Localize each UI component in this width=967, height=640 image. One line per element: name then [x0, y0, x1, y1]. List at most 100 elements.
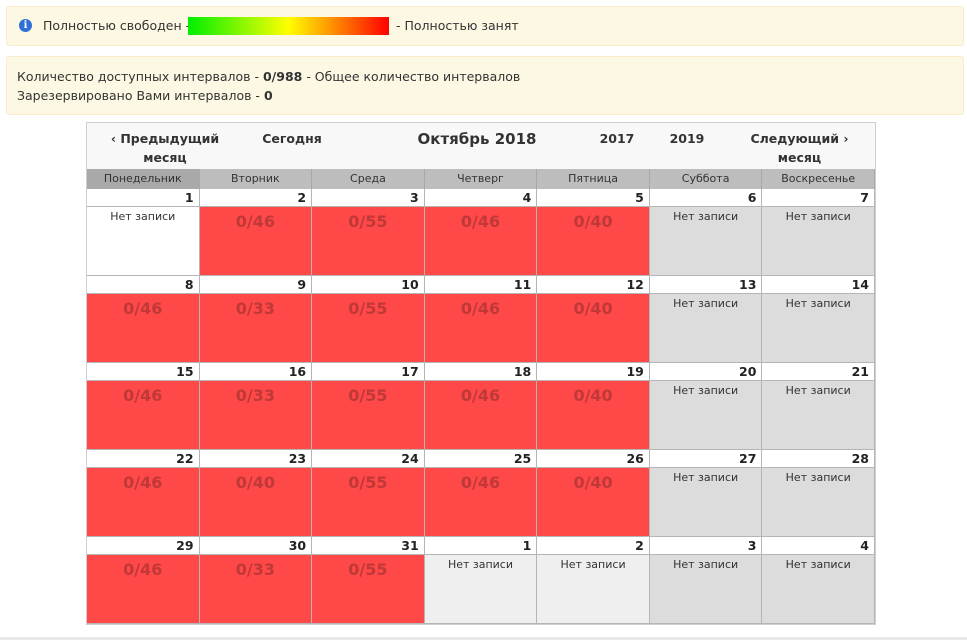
prev-year-button[interactable]: 2017	[599, 131, 635, 146]
day-slots[interactable]: Нет записи	[87, 207, 199, 275]
page-divider	[0, 637, 967, 640]
day-number: 21	[762, 363, 874, 381]
day-slots[interactable]: 0/55	[312, 294, 424, 362]
day-number: 23	[199, 450, 312, 468]
slot-count: 0/46	[123, 386, 163, 405]
available-value: 0/988	[262, 69, 303, 84]
next-year-button[interactable]: 2019	[669, 131, 705, 146]
slot-count: 0/55	[348, 560, 388, 579]
calendar-day-cell[interactable]: 4 Нет записи	[762, 537, 875, 624]
calendar-day-cell[interactable]: 3 Нет записи	[649, 537, 763, 624]
day-slots[interactable]: 0/46	[87, 555, 199, 623]
calendar-day-cell[interactable]: 5 0/40	[537, 189, 650, 276]
day-slots[interactable]: 0/46	[424, 381, 537, 449]
day-number: 18	[424, 363, 537, 381]
day-slots[interactable]: 0/33	[199, 381, 312, 449]
calendar-day-cell[interactable]: 24 0/55	[312, 450, 425, 537]
day-number: 8	[87, 276, 199, 294]
day-slots[interactable]: 0/46	[199, 207, 312, 275]
day-slots[interactable]: 0/55	[312, 381, 424, 449]
calendar-day-cell[interactable]: 22 0/46	[87, 450, 200, 537]
day-slots[interactable]: 0/46	[424, 207, 537, 275]
slot-count: 0/55	[348, 386, 388, 405]
day-number: 24	[312, 450, 424, 468]
calendar-day-cell[interactable]: 6 Нет записи	[649, 189, 763, 276]
day-slots[interactable]: 0/33	[199, 294, 312, 362]
day-slots[interactable]: 0/40	[537, 468, 649, 536]
calendar-day-cell[interactable]: 4 0/46	[424, 189, 538, 276]
calendar-day-cell[interactable]: 20 Нет записи	[649, 363, 763, 450]
day-slots[interactable]: 0/33	[199, 555, 312, 623]
calendar-day-cell[interactable]: 17 0/55	[312, 363, 425, 450]
calendar-day-cell[interactable]: 3 0/55	[312, 189, 425, 276]
day-slots[interactable]: Нет записи	[424, 555, 537, 623]
calendar-day-cell[interactable]: 13 Нет записи	[649, 276, 763, 363]
calendar-day-cell[interactable]: 30 0/33	[199, 537, 313, 624]
calendar-day-cell[interactable]: 12 0/40	[537, 276, 650, 363]
calendar-day-cell[interactable]: 21 Нет записи	[762, 363, 875, 450]
day-number: 25	[424, 450, 537, 468]
day-slots[interactable]: Нет записи	[762, 555, 874, 623]
day-slots[interactable]: Нет записи	[762, 294, 874, 362]
calendar-day-cell[interactable]: 2 Нет записи	[537, 537, 650, 624]
calendar-day-cell[interactable]: 19 0/40	[537, 363, 650, 450]
day-slots[interactable]: 0/40	[199, 468, 312, 536]
next-month-button[interactable]: Следующий › месяц	[750, 131, 849, 165]
slot-count: 0/46	[460, 473, 501, 492]
day-slots[interactable]: Нет записи	[649, 294, 762, 362]
calendar-day-cell[interactable]: 27 Нет записи	[649, 450, 763, 537]
calendar-day-cell[interactable]: 26 0/40	[537, 450, 650, 537]
calendar-grid: 1 Нет записи 2 0/46 3 0/55 4 0/46 5 0/40 6 Нет запи…	[87, 189, 875, 624]
day-number: 3	[649, 537, 762, 555]
day-slots[interactable]: 0/46	[424, 294, 537, 362]
day-slots[interactable]: Нет записи	[649, 207, 762, 275]
day-slots[interactable]: 0/46	[87, 468, 199, 536]
calendar-day-cell[interactable]: 25 0/46	[424, 450, 538, 537]
calendar-day-cell[interactable]: 8 0/46	[87, 276, 200, 363]
available-suffix: - Общее количество интервалов	[306, 69, 521, 84]
calendar-day-cell[interactable]: 7 Нет записи	[762, 189, 875, 276]
weekday-label: Пятница	[537, 169, 650, 189]
no-records-label: Нет записи	[110, 210, 176, 223]
day-number: 4	[424, 189, 537, 207]
interval-info-panel: Количество доступных интервалов - 0/988 …	[6, 56, 964, 115]
day-slots[interactable]: Нет записи	[649, 468, 762, 536]
prev-month-button[interactable]: ‹ Предыдущий месяц	[110, 131, 220, 165]
day-slots[interactable]: 0/46	[87, 294, 199, 362]
day-slots[interactable]: Нет записи	[537, 555, 649, 623]
calendar-day-cell[interactable]: 2 0/46	[199, 189, 313, 276]
day-slots[interactable]: Нет записи	[762, 468, 874, 536]
calendar-day-cell[interactable]: 1 Нет записи	[87, 189, 200, 276]
day-slots[interactable]: 0/46	[87, 381, 199, 449]
calendar-day-cell[interactable]: 10 0/55	[312, 276, 425, 363]
day-number: 10	[312, 276, 424, 294]
calendar-day-cell[interactable]: 31 0/55	[312, 537, 425, 624]
day-slots[interactable]: 0/40	[537, 381, 649, 449]
day-number: 9	[199, 276, 312, 294]
day-number: 30	[199, 537, 312, 555]
calendar-day-cell[interactable]: 29 0/46	[87, 537, 200, 624]
day-slots[interactable]: Нет записи	[649, 381, 762, 449]
day-slots[interactable]: 0/55	[312, 555, 424, 623]
day-slots[interactable]: 0/55	[312, 468, 424, 536]
slot-count: 0/55	[348, 299, 388, 318]
today-button[interactable]: Сегодня	[262, 131, 322, 146]
day-slots[interactable]: Нет записи	[649, 555, 762, 623]
calendar-day-cell[interactable]: 1 Нет записи	[424, 537, 538, 624]
calendar-day-cell[interactable]: 11 0/46	[424, 276, 538, 363]
day-slots[interactable]: Нет записи	[762, 381, 874, 449]
day-slots[interactable]: 0/46	[424, 468, 537, 536]
day-slots[interactable]: 0/40	[537, 294, 649, 362]
availability-gradient-bar	[188, 17, 389, 35]
day-slots[interactable]: 0/40	[537, 207, 649, 275]
day-slots[interactable]: 0/55	[312, 207, 424, 275]
calendar-day-cell[interactable]: 18 0/46	[424, 363, 538, 450]
day-slots[interactable]: Нет записи	[762, 207, 874, 275]
calendar-day-cell[interactable]: 28 Нет записи	[762, 450, 875, 537]
day-number: 13	[649, 276, 762, 294]
calendar-day-cell[interactable]: 15 0/46	[87, 363, 200, 450]
calendar-day-cell[interactable]: 14 Нет записи	[762, 276, 875, 363]
calendar-day-cell[interactable]: 23 0/40	[199, 450, 313, 537]
calendar-day-cell[interactable]: 9 0/33	[199, 276, 313, 363]
calendar-day-cell[interactable]: 16 0/33	[199, 363, 313, 450]
